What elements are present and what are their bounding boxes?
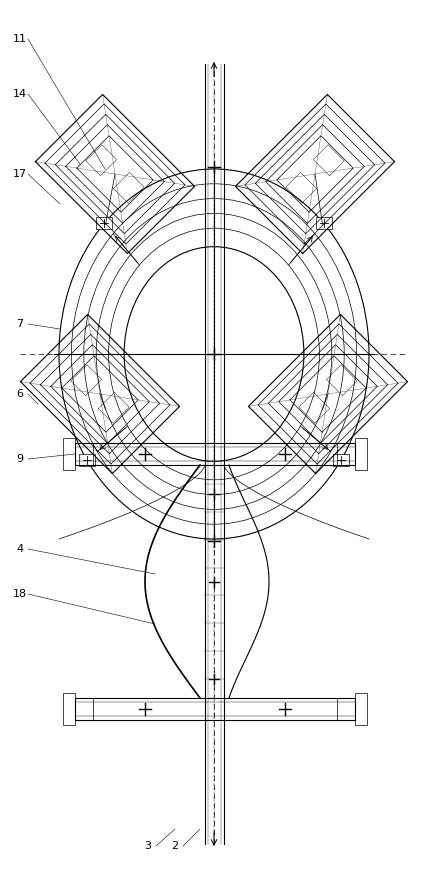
Bar — [63, 693, 75, 725]
Text: 11: 11 — [13, 34, 27, 44]
Text: 2: 2 — [172, 841, 178, 851]
Text: 6: 6 — [17, 389, 24, 399]
Bar — [79, 454, 95, 466]
Text: 7: 7 — [16, 319, 24, 329]
Bar — [75, 443, 355, 465]
Text: 14: 14 — [13, 89, 27, 99]
Bar — [315, 217, 332, 229]
Text: 17: 17 — [13, 169, 27, 179]
Text: 4: 4 — [16, 544, 24, 554]
Text: 18: 18 — [13, 589, 27, 599]
Bar — [333, 454, 349, 466]
Text: 9: 9 — [16, 454, 24, 464]
Bar — [75, 698, 355, 720]
Bar — [63, 438, 75, 470]
Text: 3: 3 — [145, 841, 152, 851]
Bar — [355, 693, 367, 725]
Bar — [355, 438, 367, 470]
Bar — [96, 217, 113, 229]
